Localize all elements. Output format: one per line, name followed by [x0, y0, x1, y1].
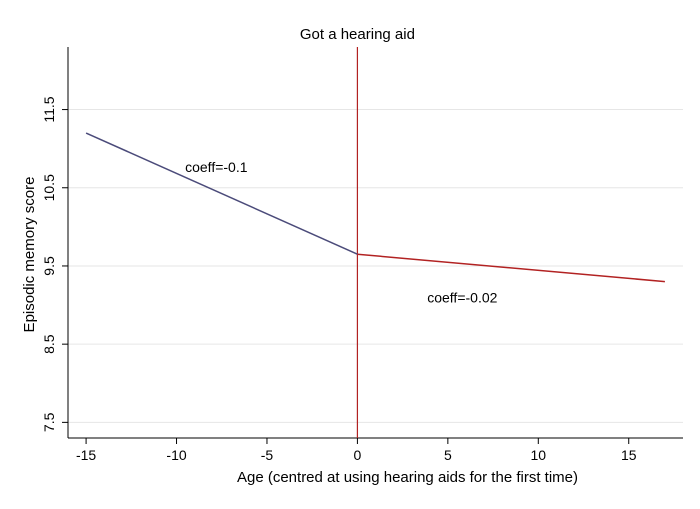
- x-tick-label: 5: [444, 447, 452, 463]
- x-tick-label: 10: [531, 447, 547, 463]
- x-tick-label: -5: [261, 447, 274, 463]
- y-axis-title: Episodic memory score: [21, 177, 38, 333]
- grid: [68, 109, 683, 423]
- series: [85, 47, 665, 438]
- y-tick-label: 10.5: [41, 174, 57, 201]
- x-tick-label: 0: [354, 447, 362, 463]
- x-tick-label: 15: [621, 447, 637, 463]
- x-tick-label: -10: [166, 447, 186, 463]
- coefficient-annotation: coeff=-0.02: [427, 290, 497, 306]
- chart-title: Got a hearing aid: [300, 26, 415, 43]
- y-tick-label: 7.5: [41, 412, 57, 432]
- series-line-before: [85, 132, 358, 255]
- x-axis-title: Age (centred at using hearing aids for t…: [237, 469, 578, 486]
- axes: [62, 47, 683, 444]
- y-tick-label: 9.5: [41, 256, 57, 276]
- coefficient-annotation: coeff=-0.1: [185, 159, 248, 175]
- y-tick-label: 8.5: [41, 334, 57, 354]
- x-tick-label: -15: [76, 447, 96, 463]
- series-line-after: [357, 253, 665, 283]
- y-tick-label: 11.5: [41, 96, 57, 122]
- labels: -15 -10 -5 0 5 10 15 7.5 8.5 9.5 10.5 11.5 Got a hea…: [21, 26, 637, 486]
